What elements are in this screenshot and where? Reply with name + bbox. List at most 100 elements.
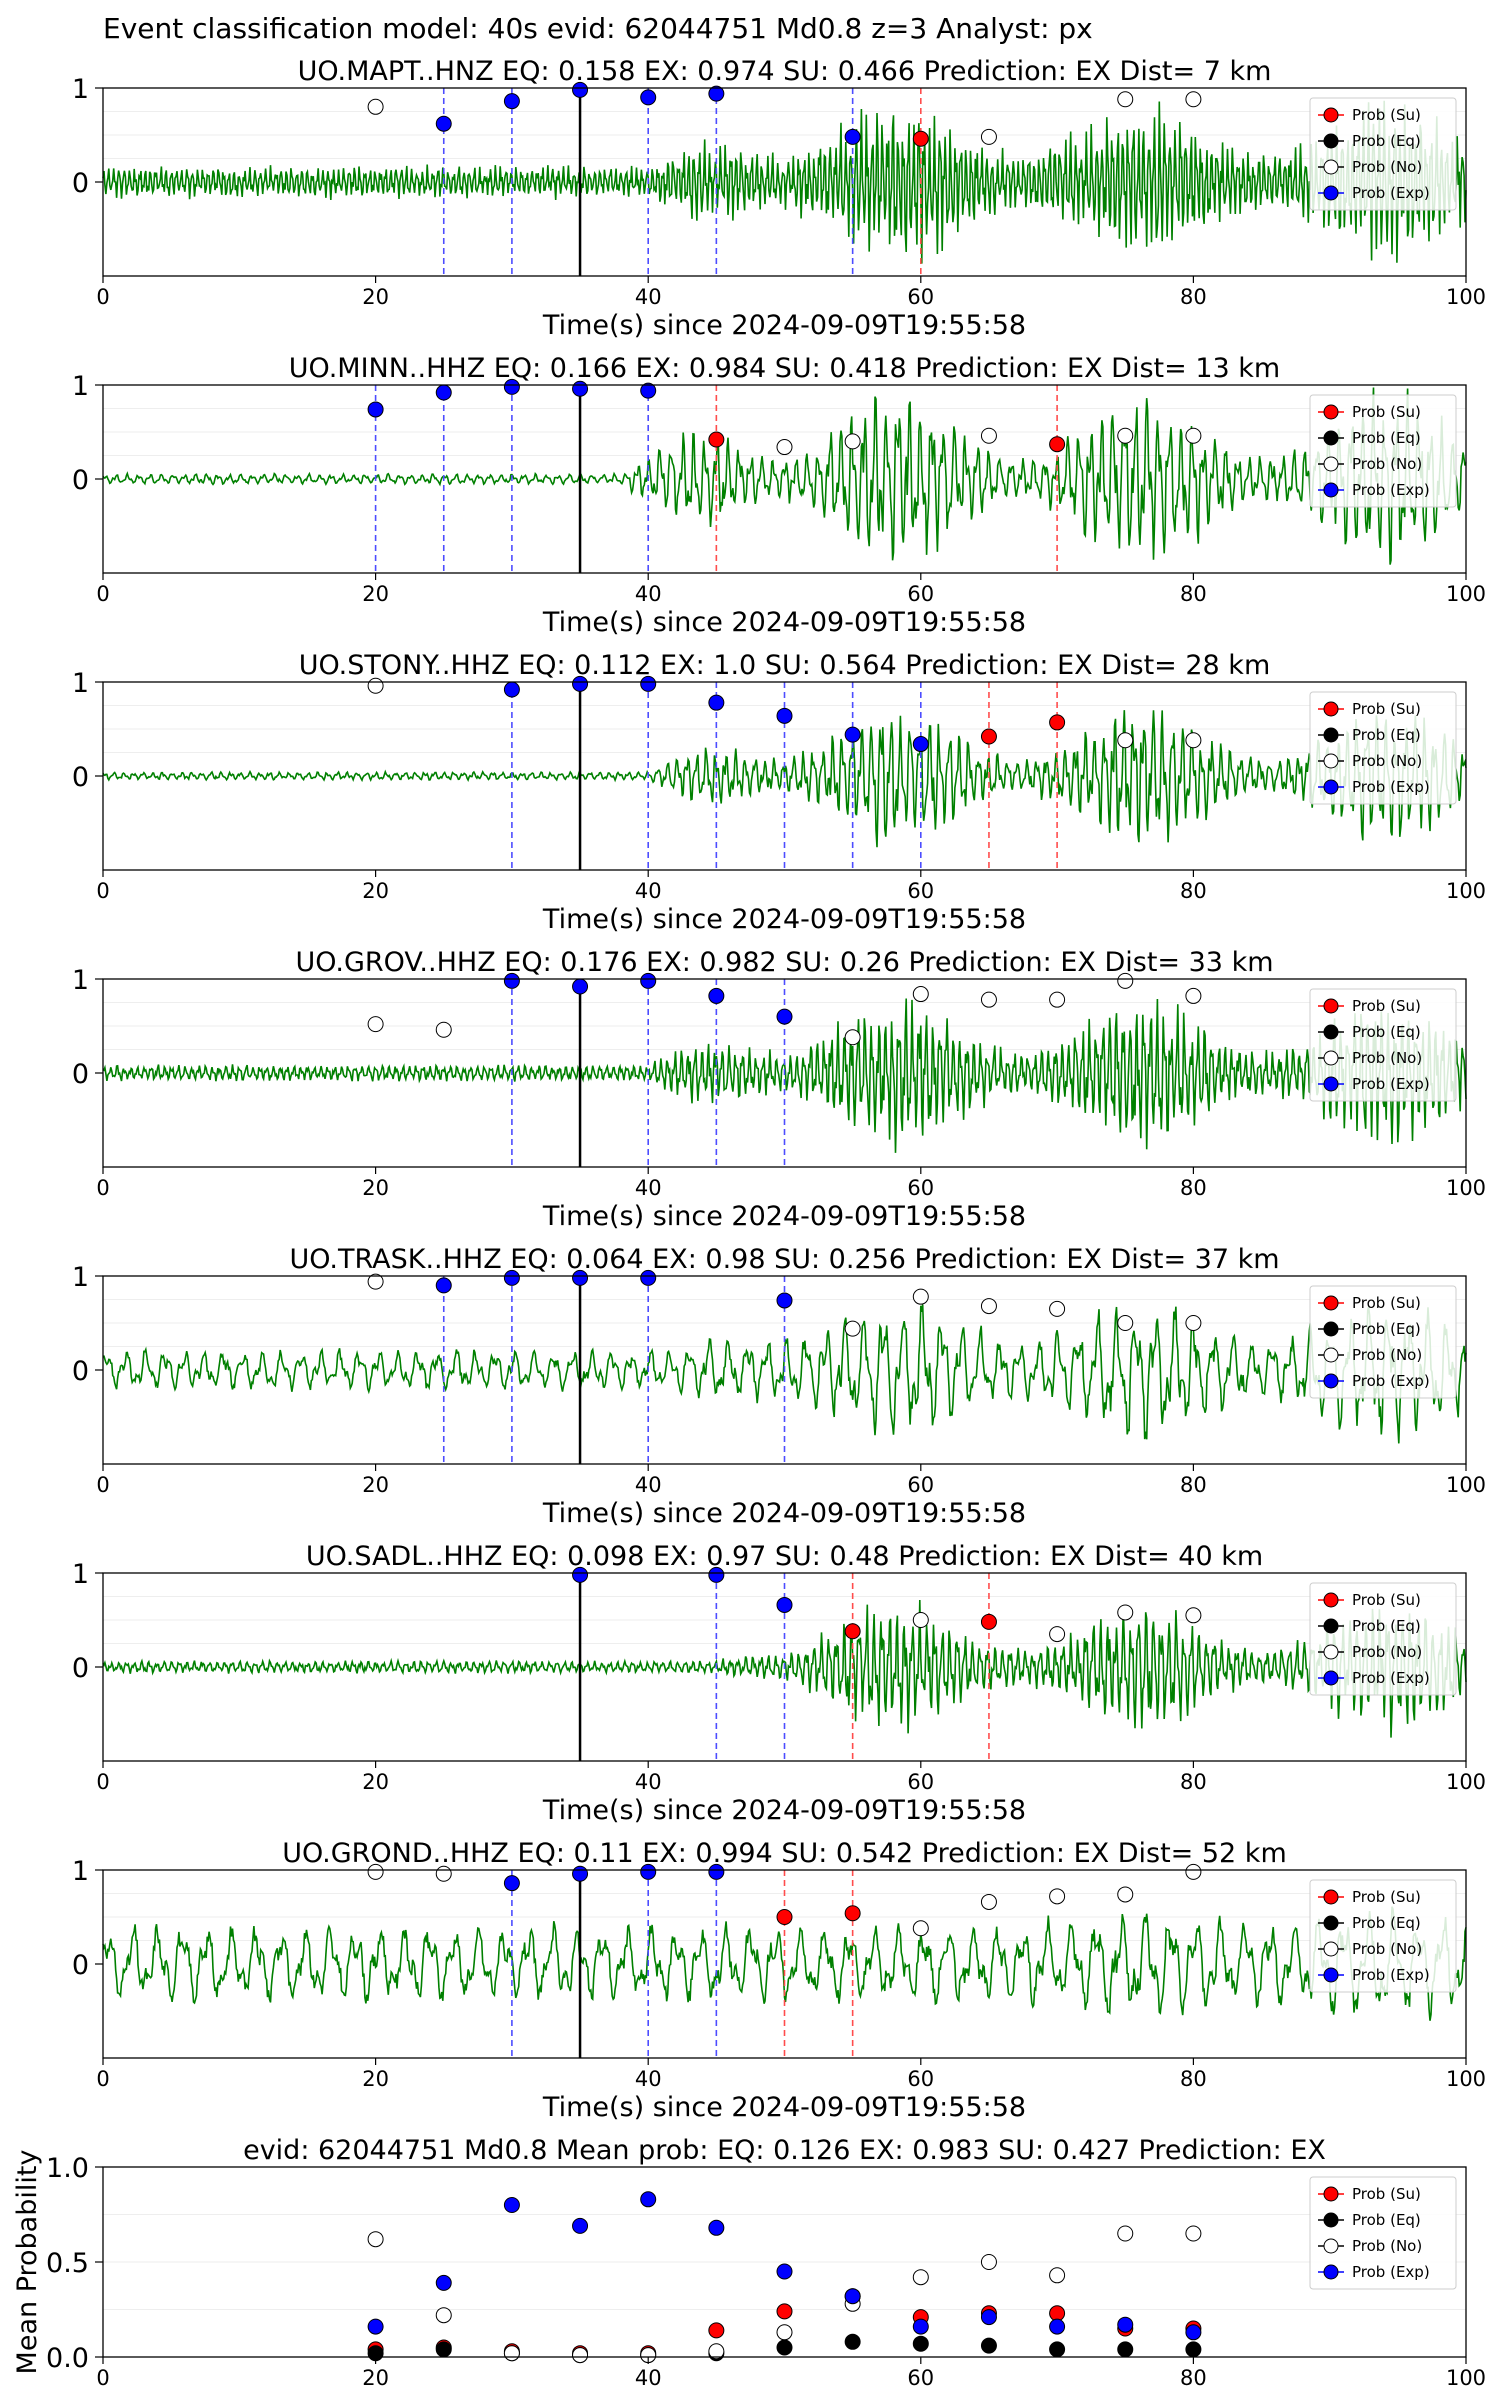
legend-marker-no [1323,1941,1339,1957]
ytick-label-0: 0 [72,168,89,199]
prob-point-su-5 [980,1613,997,1630]
prob-point-no-10 [1117,732,1134,749]
legend-label-exp: Prob (Exp) [1352,1075,1430,1093]
panel-title: UO.GROND..HHZ EQ: 0.11 EX: 0.994 SU: 0.5… [282,1838,1287,1869]
prob-point-exp-3 [640,675,657,692]
legend-label-no: Prob (No) [1352,752,1422,770]
xtick-label-4: 80 [1180,285,1207,309]
legend-marker-no [1323,2238,1339,2254]
ytick-label-1: 1 [72,1856,89,1887]
xtick-label-3: 60 [907,285,934,309]
prob-point-exp-3 [572,380,589,397]
prob-point-no-10 [1185,91,1202,108]
ytick-label-1: 1 [72,1262,89,1293]
legend-label-su: Prob (Su) [1352,403,1421,421]
legend-box [1309,97,1457,211]
prob-point-exp-2 [503,1269,520,1286]
legend-label-exp: Prob (Exp) [1352,184,1430,202]
xtick-label-3: 60 [907,1770,934,1794]
legend-label-su: Prob (Su) [1352,700,1421,718]
xtick-label-5: 100 [1446,285,1486,309]
legend-label-exp: Prob (Exp) [1352,2263,1430,2281]
xtick-label-2: 40 [635,582,662,606]
xtick-label-0: 0 [96,2366,109,2390]
legend-label-su: Prob (Su) [1352,2185,1421,2203]
prob-point-no-4 [912,1612,929,1628]
ytick-label-1: 1 [72,371,89,402]
prob-point-no-7 [912,1288,929,1305]
xtick-label-2: 40 [635,1473,662,1497]
prob-point-no-8 [980,427,997,444]
x-axis-label: Time(s) since 2024-09-09T19:55:58 [542,1795,1026,1826]
xtick-label-1: 20 [362,582,389,606]
ytick-label-1: 0.5 [46,2248,89,2279]
prob-point-exp-3 [572,978,589,995]
legend-box [1309,691,1457,805]
legend-marker-eq [1323,2212,1339,2228]
prob-point-exp-6 [844,128,861,145]
legend-label-su: Prob (Su) [1352,1591,1421,1609]
legend-marker-no [1323,159,1339,175]
xtick-label-4: 80 [1180,2067,1207,2091]
legend-label-no: Prob (No) [1352,1643,1422,1661]
mean-point-eq-8 [912,2335,929,2352]
xtick-label-3: 60 [907,582,934,606]
panel-title: UO.SADL..HHZ EQ: 0.098 EX: 0.97 SU: 0.48… [306,1541,1263,1572]
x-axis-label: Time(s) since 2024-09-09T19:55:58 [542,607,1026,638]
ytick-label-0: 0 [72,465,89,496]
plot-frame [102,1869,1467,2059]
prob-point-no-11 [1117,1886,1134,1903]
xtick-label-2: 40 [635,1770,662,1794]
prob-point-exp-3 [572,1865,589,1882]
mean-point-no-9 [980,2254,997,2270]
prob-point-exp-0 [572,1566,589,1583]
ytick-label-0: 0 [72,762,89,793]
legend-label-exp: Prob (Exp) [1352,1966,1430,1984]
legend-marker-su [1323,998,1339,1014]
prob-point-exp-2 [503,972,520,989]
legend-marker-exp [1323,482,1339,498]
xtick-label-3: 60 [907,2067,934,2091]
waveform-trace [102,1599,1467,1738]
prob-point-no-6 [776,439,793,456]
x-axis-label: Time(s) since 2024-09-09T19:55:58 [542,904,1026,935]
prob-point-no-7 [844,433,861,450]
mean-point-exp-8 [912,2318,929,2335]
xtick-label-4: 80 [1180,879,1207,903]
ytick-label-0: 0 [72,1653,89,1684]
prob-point-exp-2 [503,1875,520,1892]
mean-point-exp-12 [1185,2324,1202,2341]
xtick-label-4: 80 [1180,1473,1207,1497]
legend-label-eq: Prob (Eq) [1352,132,1421,150]
prob-point-exp-5 [776,1292,793,1309]
mean-point-exp-6 [776,2263,793,2280]
xtick-label-3: 60 [907,879,934,903]
xtick-label-1: 20 [362,2067,389,2091]
prob-point-exp-2 [572,675,589,692]
xtick-label-0: 0 [96,582,109,606]
prob-point-no-9 [1117,91,1134,108]
legend-marker-eq [1323,727,1339,743]
legend-label-no: Prob (No) [1352,1346,1422,1364]
prob-point-no-0 [367,98,384,115]
xtick-label-2: 40 [635,1176,662,1200]
prob-point-exp-6 [776,1008,793,1025]
mean-point-su-10 [1049,2305,1066,2322]
legend-marker-exp [1323,1967,1339,1983]
xtick-label-3: 60 [907,1473,934,1497]
xtick-label-5: 100 [1446,1176,1486,1200]
legend-box [1309,988,1457,1102]
prob-point-exp-4 [640,382,657,399]
prob-point-su-7 [912,130,929,147]
xtick-label-0: 0 [96,879,109,903]
prob-point-no-6 [844,1320,861,1337]
ytick-label-0: 0.0 [46,2343,89,2374]
mean-point-exp-5 [708,2219,725,2236]
legend-label-su: Prob (Su) [1352,1888,1421,1906]
prob-point-no-6 [1049,1626,1066,1643]
prob-point-no-0 [367,1863,384,1880]
prob-point-no-11 [1117,972,1134,989]
x-axis-label: Time(s) since 2024-09-09T19:55:58 [542,1201,1026,1232]
prob-point-exp-7 [912,736,929,753]
prob-point-no-10 [1117,1315,1134,1331]
